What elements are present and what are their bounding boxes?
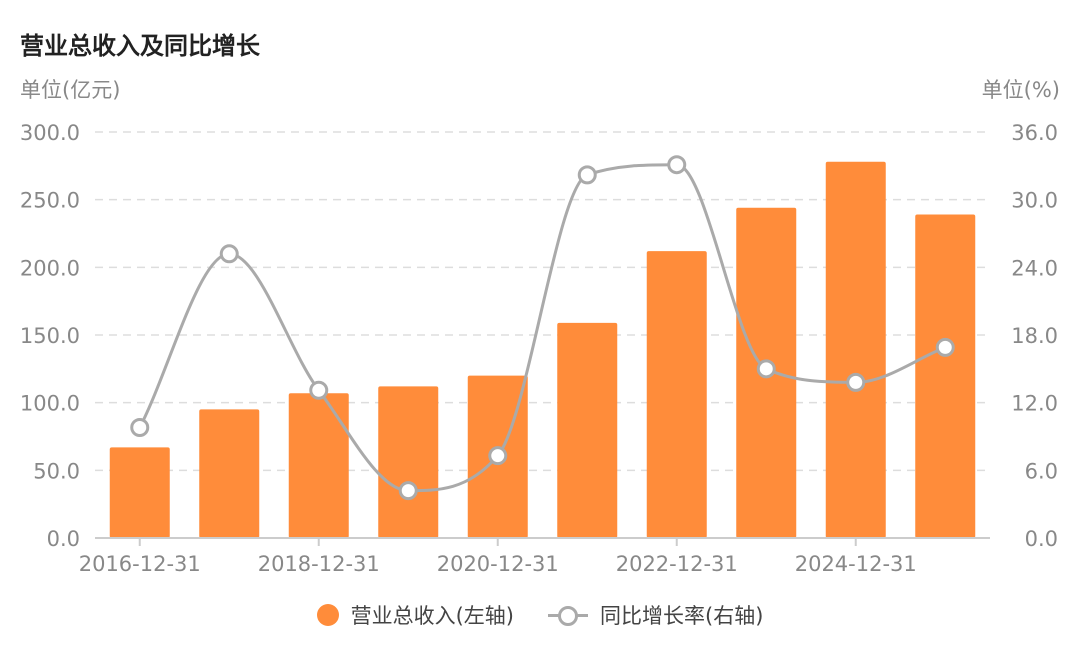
growth-rate-point (219, 244, 239, 264)
right-y-tick-label: 0.0 (1025, 527, 1058, 551)
bar-revenue (915, 214, 976, 538)
left-y-tick-label: 50.0 (33, 459, 80, 483)
growth-rate-line (138, 163, 946, 493)
growth-rate-point (577, 165, 597, 185)
left-y-tick-label: 100.0 (20, 392, 80, 416)
left-axis-unit-label: 单位(亿元) (20, 78, 121, 102)
growth-rate-point (756, 359, 776, 379)
bar-revenue (109, 447, 170, 538)
left-y-tick-label: 250.0 (20, 189, 80, 213)
growth-rate-point (130, 417, 150, 437)
x-tick-label: 2022-12-31 (616, 552, 738, 576)
bar-revenue (288, 393, 349, 538)
growth-rate-point (309, 380, 329, 400)
legend-swatch-growth (548, 604, 588, 626)
bar-revenue (557, 322, 618, 538)
growth-rate-point (667, 155, 687, 175)
legend: 营业总收入(左轴) 同比增长率(右轴) (0, 600, 1080, 630)
bar-revenue (646, 251, 707, 539)
left-y-tick-label: 150.0 (20, 324, 80, 348)
bar-revenue (378, 386, 439, 538)
legend-item-revenue[interactable]: 营业总收入(左轴) (316, 600, 514, 630)
left-y-tick-label: 200.0 (20, 256, 80, 280)
right-axis-unit-label: 单位(%) (981, 78, 1060, 102)
legend-label-revenue: 营业总收入(左轴) (350, 604, 514, 628)
bar-revenue (199, 409, 260, 538)
right-y-tick-label: 30.0 (1011, 189, 1058, 213)
left-y-tick-label: 0.0 (47, 527, 80, 551)
right-y-tick-label: 6.0 (1025, 459, 1058, 483)
x-tick-label: 2024-12-31 (795, 552, 917, 576)
x-tick-label: 2020-12-31 (437, 552, 559, 576)
bar-revenue (825, 161, 886, 539)
growth-rate-point (488, 446, 508, 466)
left-y-tick-label: 300.0 (20, 121, 80, 145)
growth-rate-point (398, 481, 418, 501)
x-tick-label: 2018-12-31 (258, 552, 380, 576)
right-y-tick-label: 36.0 (1011, 121, 1058, 145)
x-tick-label: 2016-12-31 (79, 552, 201, 576)
right-y-tick-label: 12.0 (1011, 392, 1058, 416)
legend-item-growth[interactable]: 同比增长率(右轴) (548, 600, 763, 630)
chart-title: 营业总收入及同比增长 (20, 32, 260, 60)
chart-canvas: 0.0 50.0 100.0 150.0 200.0 250.0 300.0 0.0 6.0 12… (20, 121, 1058, 576)
right-y-tick-label: 24.0 (1011, 256, 1058, 280)
right-y-tick-label: 18.0 (1011, 324, 1058, 348)
growth-rate-point (846, 372, 866, 392)
legend-label-growth: 同比增长率(右轴) (600, 604, 764, 628)
growth-rate-point (935, 337, 955, 357)
legend-swatch-revenue (316, 604, 339, 626)
